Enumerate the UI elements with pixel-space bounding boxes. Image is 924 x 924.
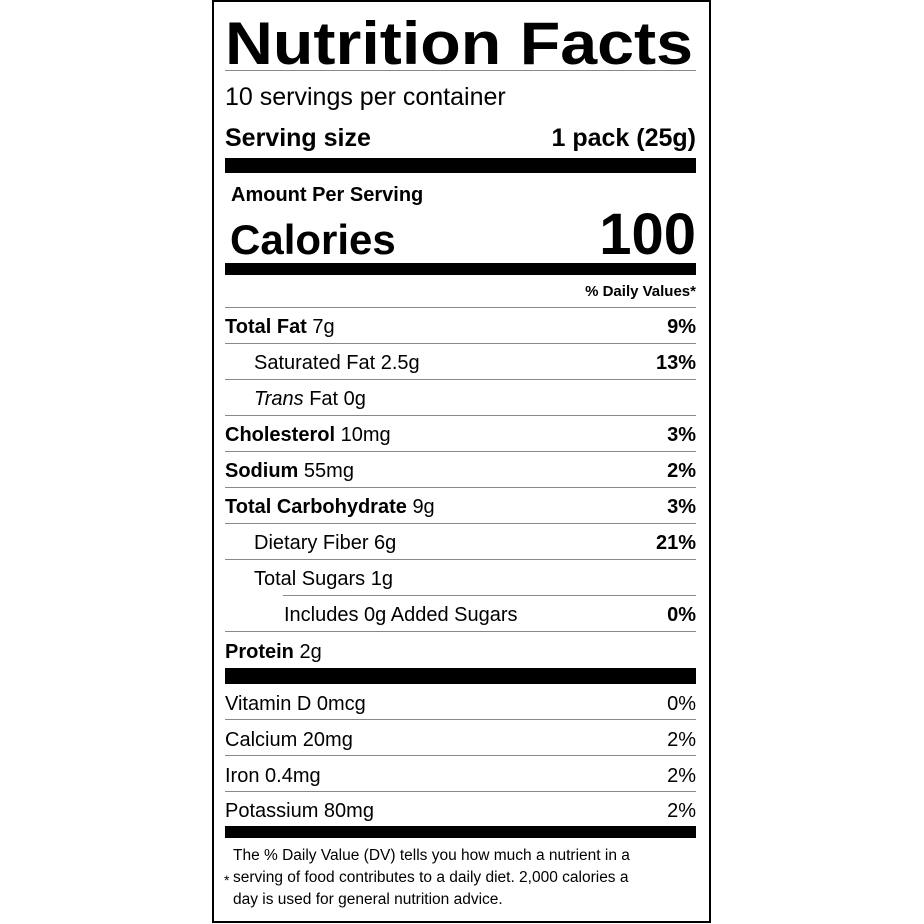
- vitamin-row-calcium: Calcium 20mg: [225, 729, 353, 751]
- nutrient-row-dietary-fiber: Dietary Fiber 6g: [254, 532, 397, 554]
- calories-label: Calories: [230, 216, 396, 263]
- divider: [225, 719, 696, 720]
- divider: [283, 595, 696, 596]
- dv-total-carbohydrate: 3%: [667, 496, 696, 518]
- dv-sodium: 2%: [667, 460, 696, 482]
- nutrient-row-saturated-fat: Saturated Fat 2.5g: [254, 352, 420, 374]
- dv-saturated-fat: 13%: [655, 352, 696, 374]
- divider: [225, 70, 696, 71]
- nutrient-row-trans-fat: Trans Fat 0g: [254, 388, 366, 410]
- dv-calcium: 2%: [667, 729, 696, 751]
- amount-per-serving: Amount Per Serving: [231, 184, 424, 206]
- divider: [225, 631, 696, 632]
- thick-divider: [225, 668, 696, 684]
- daily-values-header: % Daily Values*: [585, 283, 696, 300]
- dv-iron: 2%: [667, 765, 696, 787]
- divider: [225, 791, 696, 792]
- dv-potassium: 2%: [667, 800, 696, 822]
- nutrient-row-total-sugars: Total Sugars 1g: [254, 568, 393, 590]
- footnote-line: serving of food contributes to a daily d…: [233, 869, 629, 886]
- nutrient-row-cholesterol: Cholesterol 10mg: [225, 424, 391, 446]
- divider: [225, 379, 696, 380]
- footnote-asterisk: *: [224, 872, 230, 888]
- nutrient-row-sodium: Sodium 55mg: [225, 460, 354, 482]
- divider: [225, 415, 696, 416]
- dv-dietary-fiber: 21%: [655, 532, 696, 554]
- thick-divider: [225, 158, 696, 173]
- serving-size-value: 1 pack (25g): [551, 124, 696, 152]
- divider: [225, 343, 696, 344]
- nutrient-row-protein: Protein 2g: [225, 641, 322, 663]
- nutrient-row-added-sugars: Includes 0g Added Sugars: [284, 604, 518, 626]
- nutrient-row-total-carbohydrate: Total Carbohydrate 9g: [225, 496, 435, 518]
- label-title: Nutrition Facts: [225, 10, 693, 77]
- divider: [225, 451, 696, 452]
- divider: [225, 755, 696, 756]
- divider: [225, 307, 696, 308]
- label-frame: [212, 0, 711, 923]
- divider: [225, 487, 696, 488]
- dv-added-sugars: 0%: [667, 604, 696, 626]
- footnote-line: The % Daily Value (DV) tells you how muc…: [233, 847, 630, 864]
- nutrient-row-total-fat: Total Fat 7g: [225, 316, 335, 338]
- dv-vitamin-d: 0%: [667, 693, 696, 715]
- divider: [225, 523, 696, 524]
- vitamin-row-potassium: Potassium 80mg: [225, 800, 374, 822]
- vitamin-row-vitamin-d: Vitamin D 0mcg: [225, 693, 366, 715]
- footnote-line: day is used for general nutrition advice…: [233, 891, 503, 908]
- dv-cholesterol: 3%: [667, 424, 696, 446]
- servings-per-container: 10 servings per container: [225, 83, 506, 111]
- calories-value: 100: [599, 202, 696, 267]
- dv-total-fat: 9%: [667, 316, 696, 338]
- vitamin-row-iron: Iron 0.4mg: [225, 765, 321, 787]
- serving-size-label: Serving size: [225, 124, 371, 152]
- thick-divider: [225, 263, 696, 275]
- divider: [225, 559, 696, 560]
- thick-divider: [225, 826, 696, 838]
